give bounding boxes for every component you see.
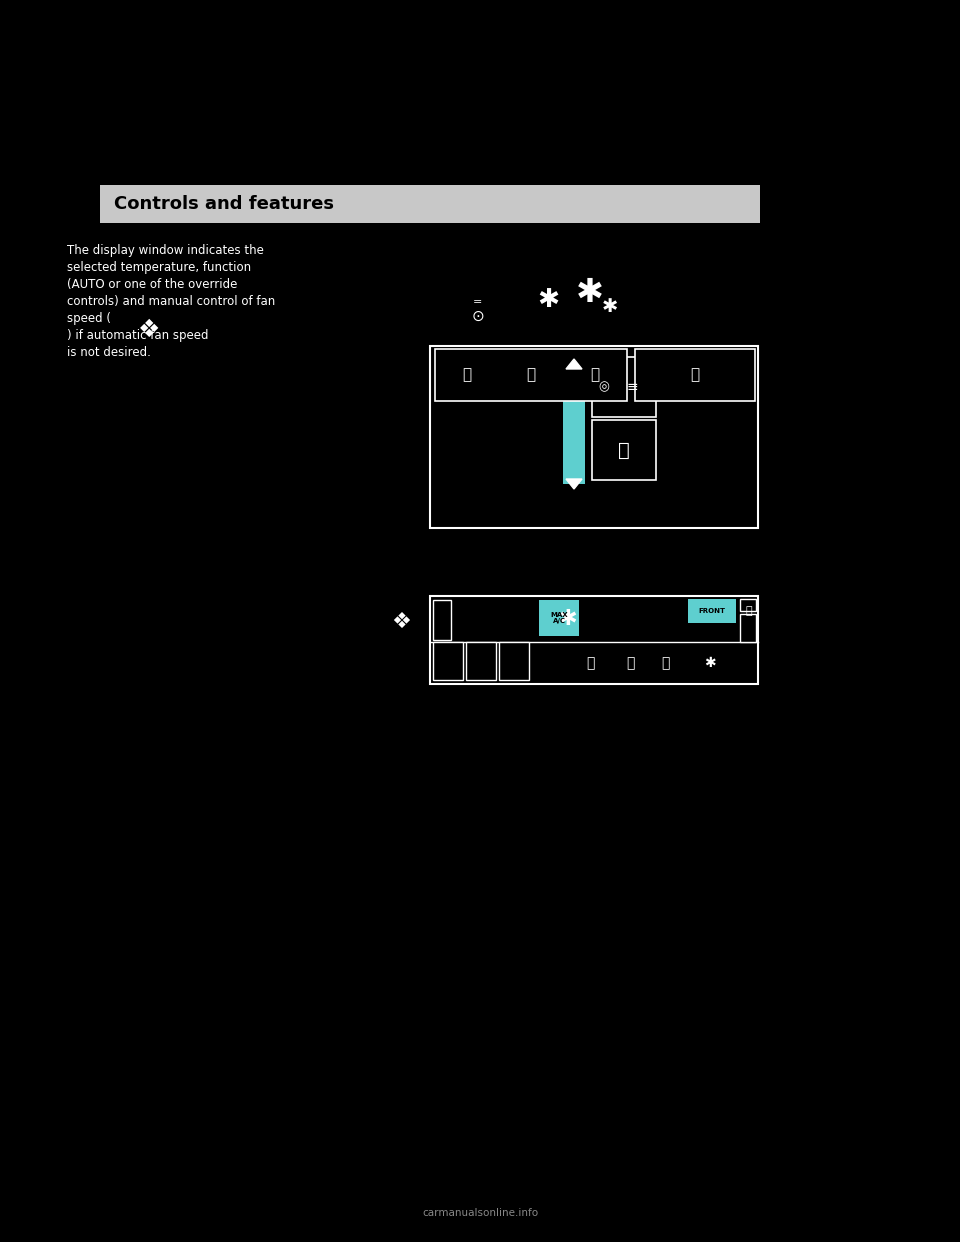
Text: ❖: ❖	[138, 318, 160, 342]
Bar	[688, 599, 736, 623]
Text: The display window indicates the: The display window indicates the	[67, 243, 264, 257]
Text: Controls and features: Controls and features	[114, 195, 334, 212]
Bar	[740, 599, 756, 611]
Bar	[430, 347, 758, 528]
Text: ⑶: ⑶	[660, 656, 669, 669]
Text: ⑸: ⑸	[590, 368, 600, 383]
Bar	[466, 642, 496, 681]
Text: selected temperature, function: selected temperature, function	[67, 261, 252, 274]
Text: ⑶: ⑶	[463, 368, 471, 383]
Text: speed (: speed (	[67, 312, 111, 325]
Bar	[435, 349, 627, 401]
Text: FRONT: FRONT	[699, 609, 726, 614]
Text: ❖: ❖	[391, 612, 411, 632]
Bar	[539, 600, 579, 636]
Bar	[592, 356, 656, 417]
Polygon shape	[566, 359, 582, 369]
Text: ⑶: ⑶	[690, 368, 700, 383]
Bar	[100, 185, 760, 224]
Bar	[635, 349, 755, 401]
Bar	[499, 642, 529, 681]
Text: 💡: 💡	[746, 606, 753, 616]
Text: carmanualsonline.info: carmanualsonline.info	[422, 1208, 538, 1218]
Bar	[433, 642, 463, 681]
Text: ≡: ≡	[626, 380, 637, 394]
Text: ✱: ✱	[576, 276, 604, 308]
Text: ✱: ✱	[602, 298, 618, 317]
Text: ⑶: ⑶	[586, 656, 594, 669]
Bar	[592, 420, 656, 479]
Text: ) if automatic fan speed: ) if automatic fan speed	[67, 329, 208, 342]
Bar	[430, 596, 758, 684]
Bar	[740, 614, 756, 642]
Polygon shape	[566, 479, 582, 489]
Text: MAX
A/C: MAX A/C	[550, 612, 567, 625]
Text: ⊙: ⊙	[471, 308, 485, 323]
Text: ✱: ✱	[537, 287, 559, 313]
Text: controls) and manual control of fan: controls) and manual control of fan	[67, 296, 276, 308]
Text: (AUTO or one of the override: (AUTO or one of the override	[67, 278, 237, 291]
Bar	[563, 364, 585, 484]
Text: ✱: ✱	[559, 609, 577, 628]
Text: ⑶: ⑶	[626, 656, 635, 669]
Text: =: =	[473, 297, 483, 307]
Text: 💡: 💡	[618, 441, 630, 460]
Text: ◎: ◎	[599, 380, 610, 394]
Text: ⑷: ⑷	[526, 368, 536, 383]
Text: is not desired.: is not desired.	[67, 347, 151, 359]
Text: ✱: ✱	[705, 656, 716, 669]
Bar	[433, 600, 451, 640]
